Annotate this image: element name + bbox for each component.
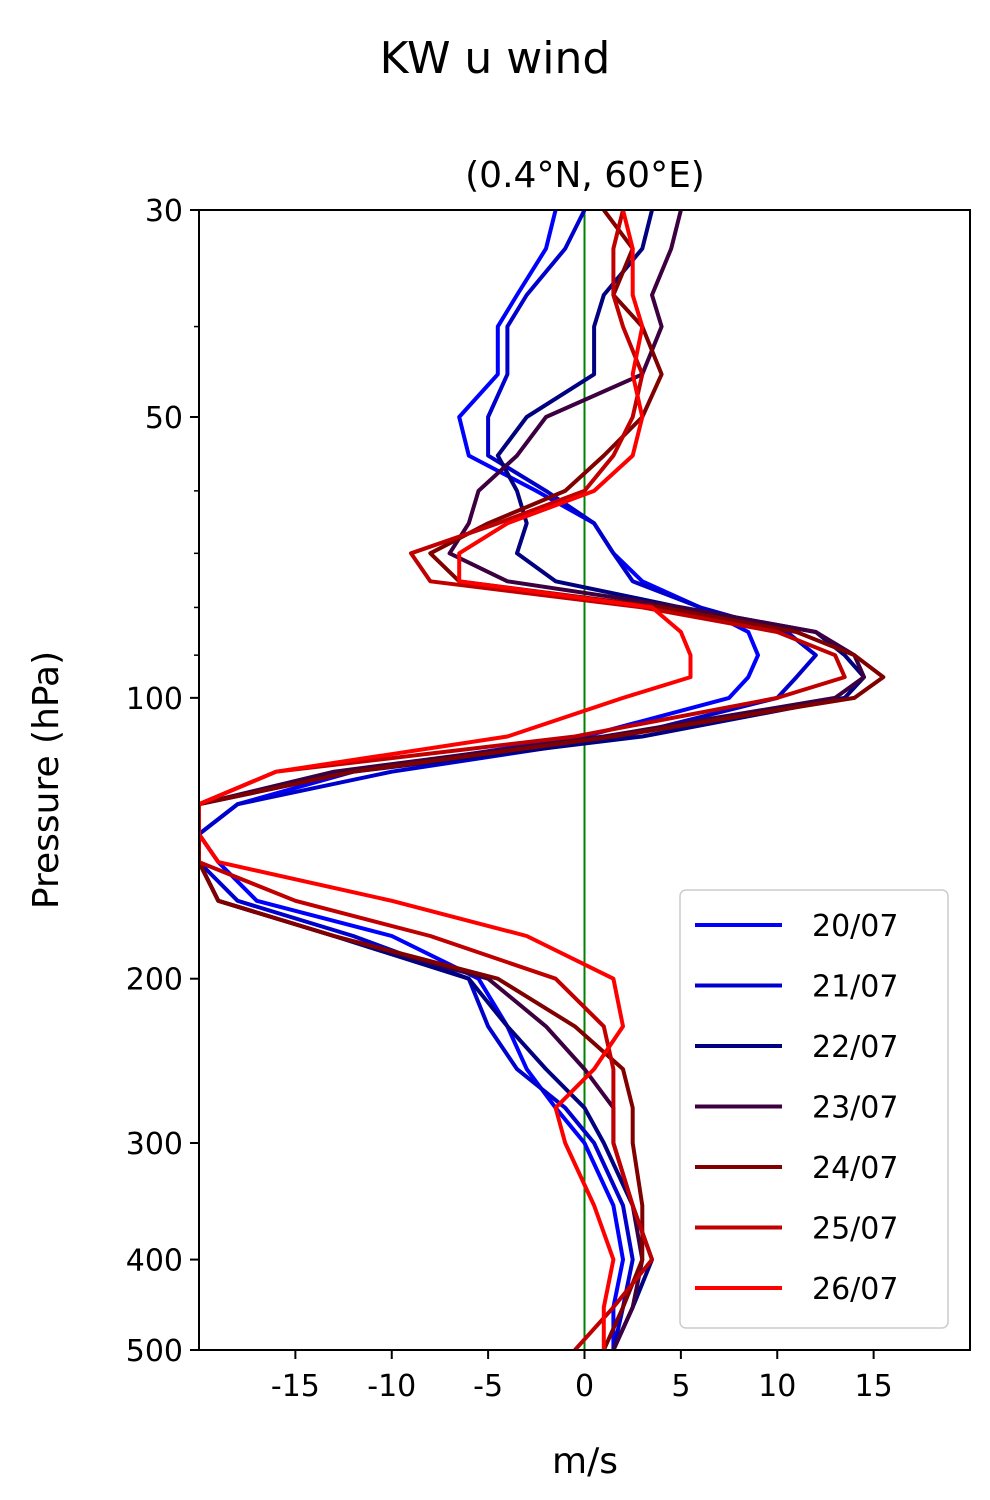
y-tick-label: 30 [145, 194, 183, 229]
series-line-25-07 [199, 210, 847, 1350]
y-axis-label: Pressure (hPa) [26, 651, 67, 909]
y-tick-label: 500 [126, 1334, 183, 1369]
chart-title: KW u wind [380, 33, 611, 84]
x-tick-label: -5 [473, 1369, 503, 1404]
legend-label: 25/07 [812, 1212, 898, 1247]
y-tick-label: 100 [126, 682, 183, 717]
y-tick-label: 200 [126, 963, 183, 998]
chart-subtitle: (0.4°N, 60°E) [465, 155, 705, 196]
legend-label: 20/07 [812, 909, 898, 944]
legend-label: 21/07 [812, 970, 898, 1005]
x-tick-label: 5 [671, 1369, 690, 1404]
legend-label: 23/07 [812, 1091, 898, 1126]
x-axis-label: m/s [552, 1441, 618, 1482]
series-line-21-07 [199, 210, 818, 1350]
y-tick-label: 50 [145, 401, 183, 436]
series-line-24-07 [199, 210, 886, 1350]
x-tick-label: 0 [575, 1369, 594, 1404]
x-tick-label: 15 [855, 1369, 893, 1404]
legend-label: 26/07 [812, 1272, 898, 1307]
legend-label: 22/07 [812, 1030, 898, 1065]
x-tick-label: -10 [367, 1369, 416, 1404]
y-tick-label: 400 [126, 1244, 183, 1279]
series-line-20-07 [199, 210, 760, 1350]
x-tick-label: -15 [271, 1369, 320, 1404]
plot-area: -15 -10 -5 0 5 10 15 30 50 100 200 300 400 500 20/07 21… [126, 194, 971, 1404]
series-line-23-07 [199, 210, 866, 1350]
x-tick-label: 10 [758, 1369, 796, 1404]
series-line-26-07 [199, 210, 693, 1350]
y-tick-label: 300 [126, 1127, 183, 1162]
legend-box [679, 889, 949, 1329]
legend-label: 24/07 [812, 1151, 898, 1186]
